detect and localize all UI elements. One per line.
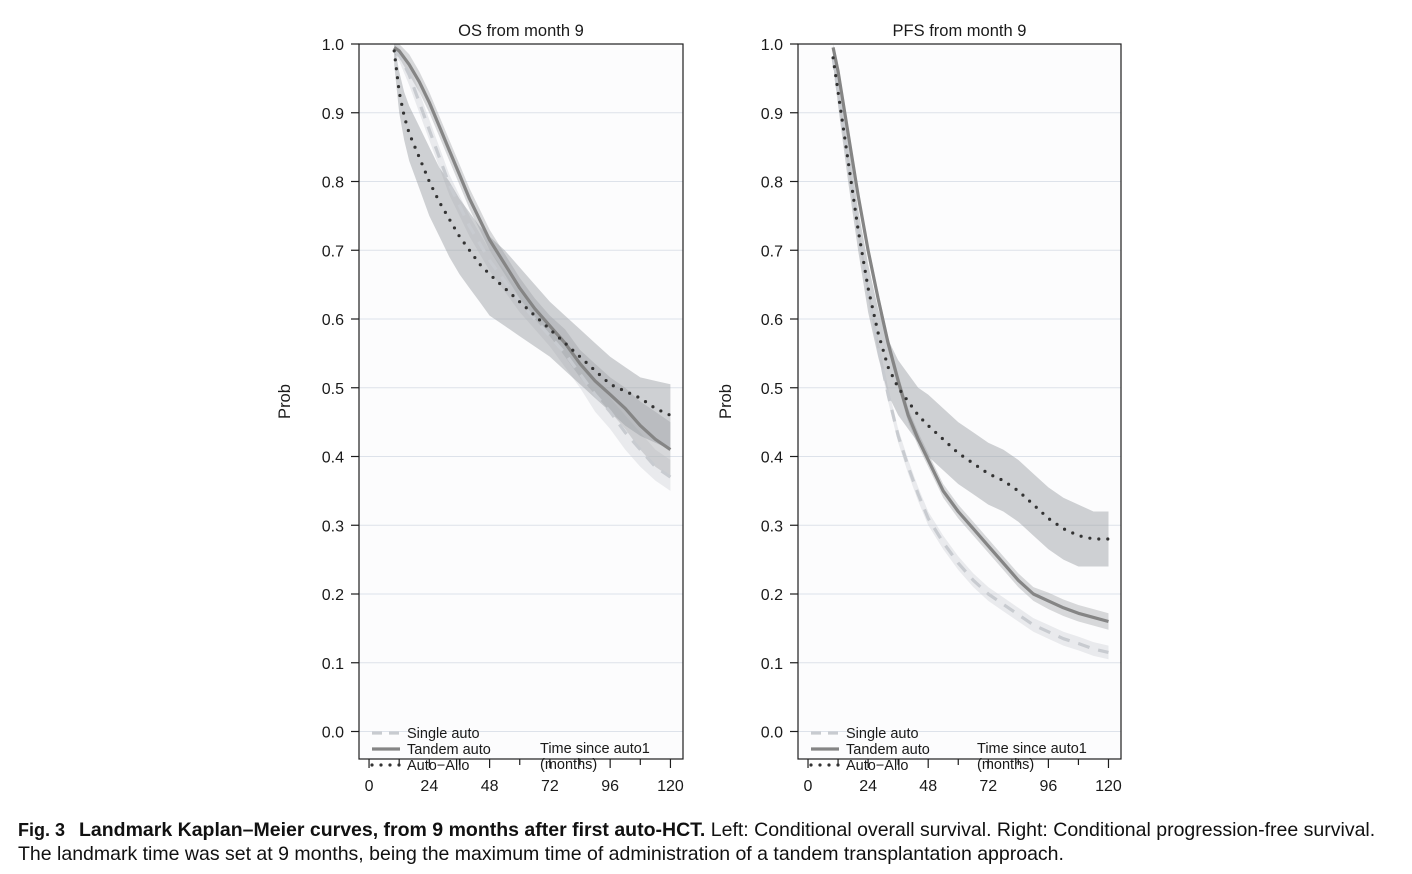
ci-band-auto-allo	[833, 50, 1109, 567]
legend-label-single-auto: Single auto	[846, 726, 919, 742]
y-tick-label-0.0: 0.0	[322, 725, 344, 742]
y-tick-label-0.7: 0.7	[322, 243, 344, 260]
y-tick-label-0.1: 0.1	[322, 656, 344, 673]
series-line-tandem-auto	[393, 46, 672, 451]
plot-frame	[358, 43, 684, 760]
x-axis-annotation-line-1: Time since auto1	[977, 741, 1087, 757]
y-tick-label-0.2: 0.2	[322, 587, 344, 604]
series-line-auto-allo	[392, 49, 673, 417]
caption-title: Landmark Kaplan–Meier curves, from 9 mon…	[79, 819, 706, 841]
chart-title: PFS from month 9	[893, 22, 1027, 40]
x-tick-label-96: 96	[601, 778, 619, 795]
x-tick-label-24: 24	[420, 778, 438, 795]
caption-text: Left: Conditional overall survival. Righ…	[18, 819, 1376, 865]
y-tick-label-0.3: 0.3	[322, 518, 344, 535]
x-tick-label-120: 120	[657, 778, 684, 795]
y-tick-label-0.6: 0.6	[322, 312, 344, 329]
y-tick-label-0.3: 0.3	[761, 518, 783, 535]
y-tick-label-0.7: 0.7	[761, 243, 783, 260]
figure-caption: Fig. 3 Landmark Kaplan–Meier curves, from…	[18, 818, 1396, 866]
plot-frame	[797, 43, 1122, 760]
pfs-panel: 0.0 0.1 0.2 0.3 0.4 0.5 0.6 0.7 0.8 0.9 1.0 0 24 48 72…	[717, 22, 1122, 795]
x-tick-label-48: 48	[481, 778, 499, 795]
legend-label-tandem-auto: Tandem auto	[407, 742, 491, 758]
series-line-single-auto	[393, 49, 672, 479]
y-tick-label-1.0: 1.0	[322, 37, 344, 54]
ci-band-auto-allo	[394, 44, 671, 450]
legend-label-auto-allo: Auto−Allo	[846, 758, 908, 774]
legend-label-single-auto: Single auto	[407, 726, 480, 742]
y-axis-label: Prob	[276, 384, 294, 419]
y-tick-label-0.9: 0.9	[761, 106, 783, 123]
y-tick-label-0.8: 0.8	[322, 175, 344, 192]
ci-band-single-auto	[394, 44, 671, 491]
y-axis-label: Prob	[717, 384, 735, 419]
x-axis-annotation-line-2: (months)	[540, 757, 597, 773]
figure: 0.0 0.1 0.2 0.3 0.4 0.5 0.6 0.7 0.8 0.9 1.0 0 24 48 72…	[276, 22, 1122, 795]
x-tick-label-120: 120	[1095, 778, 1122, 795]
y-tick-label-0.9: 0.9	[322, 106, 344, 123]
legend-label-tandem-auto: Tandem auto	[846, 742, 930, 758]
y-tick-label-0.4: 0.4	[761, 450, 783, 467]
series-line-auto-allo	[831, 56, 1111, 541]
y-tick-label-1.0: 1.0	[761, 37, 783, 54]
x-tick-label-0: 0	[804, 778, 813, 795]
x-tick-label-24: 24	[859, 778, 877, 795]
y-tick-label-0.5: 0.5	[322, 381, 344, 398]
x-axis-annotation-line-2: (months)	[977, 757, 1034, 773]
y-tick-label-0.5: 0.5	[761, 381, 783, 398]
x-axis-annotation-line-1: Time since auto1	[540, 741, 650, 757]
y-tick-label-0.6: 0.6	[761, 312, 783, 329]
y-tick-label-0.1: 0.1	[761, 656, 783, 673]
y-tick-label-0.2: 0.2	[761, 587, 783, 604]
y-tick-label-0.0: 0.0	[761, 725, 783, 742]
chart-title: OS from month 9	[458, 22, 584, 40]
x-tick-label-72: 72	[979, 778, 997, 795]
legend-label-auto-allo: Auto−Allo	[407, 758, 469, 774]
series-line-tandem-auto	[831, 47, 1109, 624]
os-panel: 0.0 0.1 0.2 0.3 0.4 0.5 0.6 0.7 0.8 0.9 1.0 0 24 48 72…	[276, 22, 684, 795]
caption-label: Fig. 3	[18, 820, 66, 840]
y-tick-label-0.4: 0.4	[322, 450, 344, 467]
x-tick-label-48: 48	[919, 778, 937, 795]
x-tick-label-96: 96	[1039, 778, 1057, 795]
x-tick-label-72: 72	[541, 778, 559, 795]
x-tick-label-0: 0	[365, 778, 374, 795]
y-tick-label-0.8: 0.8	[761, 175, 783, 192]
plot-area	[359, 44, 683, 759]
